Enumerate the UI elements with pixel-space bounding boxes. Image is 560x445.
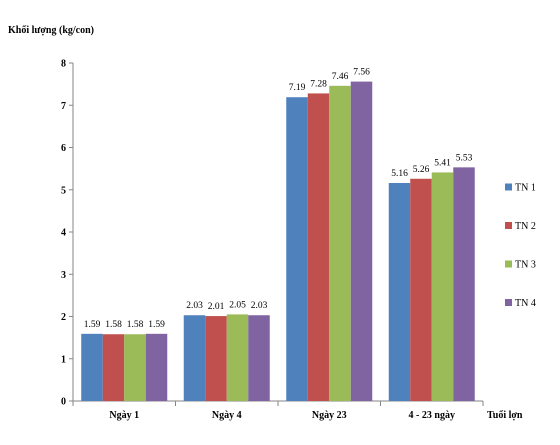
data-label: 1.59 xyxy=(148,320,165,330)
legend-swatch xyxy=(505,222,512,229)
y-tick-label: 8 xyxy=(61,59,66,70)
data-label: 5.53 xyxy=(456,153,473,163)
bar xyxy=(453,167,475,401)
x-tick-label: Ngày 23 xyxy=(312,410,347,421)
data-label: 1.58 xyxy=(105,320,122,330)
bar xyxy=(248,315,270,401)
y-tick-label: 4 xyxy=(61,228,66,239)
bar xyxy=(183,315,206,401)
x-tick-label: Ngày 1 xyxy=(109,410,139,421)
data-label: 2.03 xyxy=(251,301,268,311)
bar xyxy=(145,333,168,401)
x-axis-title: Tuổi lợn xyxy=(487,410,523,421)
data-label: 5.41 xyxy=(434,158,451,168)
data-label: 5.26 xyxy=(413,165,430,175)
y-tick-label: 1 xyxy=(61,354,66,365)
x-tick-label: 4 - 23 ngày xyxy=(409,410,455,421)
y-tick-label: 3 xyxy=(61,270,66,281)
y-tick-label: 7 xyxy=(61,101,66,112)
data-label: 2.03 xyxy=(186,301,203,311)
y-tick-label: 6 xyxy=(61,143,66,154)
legend: TN 1 TN 2 TN 3 TN 4 xyxy=(505,183,536,309)
legend-label: TN 1 xyxy=(515,183,536,194)
bar xyxy=(286,97,308,401)
bar xyxy=(226,314,249,401)
bar xyxy=(102,334,125,401)
data-label: 2.01 xyxy=(208,302,225,312)
bar xyxy=(81,333,103,401)
x-tick-label: Ngày 4 xyxy=(212,410,242,421)
y-tick-label: 0 xyxy=(61,397,66,408)
bar xyxy=(431,172,454,401)
legend-label: TN 2 xyxy=(515,221,536,232)
bar xyxy=(329,85,351,401)
legend-label: TN 3 xyxy=(515,260,536,271)
data-label: 5.16 xyxy=(391,169,408,179)
bar xyxy=(307,93,330,402)
data-labels: 1.59 1.58 1.58 1.59 2.03 2.01 2.05 2.03 7.19 7.28… xyxy=(84,68,473,331)
bar xyxy=(388,182,411,401)
y-tick-label: 5 xyxy=(61,185,66,196)
bar xyxy=(124,334,146,401)
legend-swatch xyxy=(505,260,512,268)
data-label: 7.28 xyxy=(310,79,327,89)
data-label: 1.58 xyxy=(127,320,144,330)
y-axis-title: Khối lượng (kg/con) xyxy=(8,25,94,36)
bar xyxy=(410,178,432,401)
data-label: 7.56 xyxy=(353,68,370,78)
bar xyxy=(205,316,227,401)
bar xyxy=(350,81,373,401)
data-label: 7.19 xyxy=(289,83,306,93)
bars xyxy=(81,81,475,402)
legend-swatch xyxy=(505,299,512,306)
data-label: 2.05 xyxy=(229,300,246,310)
data-label: 1.59 xyxy=(84,320,101,330)
legend-swatch xyxy=(505,183,512,191)
data-label: 7.46 xyxy=(332,72,349,82)
legend-label: TN 4 xyxy=(515,298,536,309)
y-tick-label: 2 xyxy=(61,312,66,323)
